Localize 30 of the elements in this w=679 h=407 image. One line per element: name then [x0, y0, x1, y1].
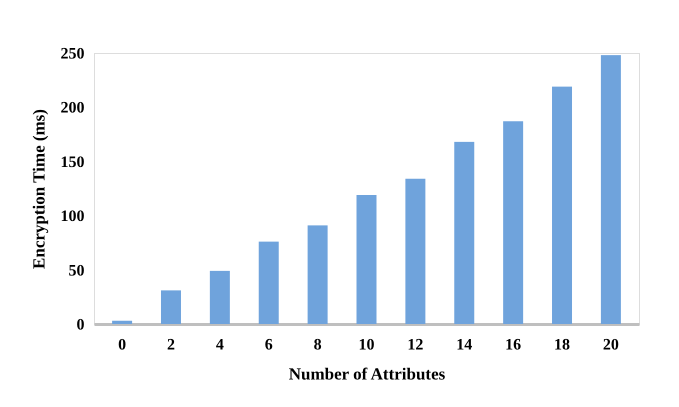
bar [552, 86, 572, 324]
bar [112, 320, 132, 324]
x-tick-label: 18 [554, 336, 570, 354]
x-tick-label: 16 [505, 336, 522, 354]
y-tick-label: 0 [76, 316, 84, 334]
bar [600, 55, 621, 324]
bar [160, 290, 181, 324]
x-axis-title: Number of Attributes [288, 364, 446, 384]
bar [503, 121, 524, 324]
y-axis-title: Encryption Time (ms) [30, 109, 48, 269]
x-tick-label: 20 [602, 336, 619, 354]
bar [405, 178, 426, 324]
bar [210, 270, 230, 324]
x-tick-label: 4 [216, 336, 224, 354]
x-tick-label: 6 [264, 336, 273, 354]
y-tick-label: 200 [60, 100, 84, 117]
x-tick-label: 12 [407, 336, 424, 354]
x-tick-label: 0 [118, 336, 126, 354]
bar [356, 195, 376, 324]
x-tick-label: 8 [314, 336, 322, 354]
x-tick-label: 10 [358, 336, 374, 354]
x-tick-label: 14 [456, 336, 472, 354]
bar [308, 225, 328, 324]
y-tick-label: 250 [60, 46, 84, 62]
bar [454, 142, 474, 324]
y-tick-label: 50 [68, 262, 84, 280]
x-tick-label: 2 [166, 336, 175, 354]
bar [258, 242, 279, 324]
y-tick-label: 100 [60, 208, 84, 226]
y-tick-label: 150 [60, 154, 84, 171]
